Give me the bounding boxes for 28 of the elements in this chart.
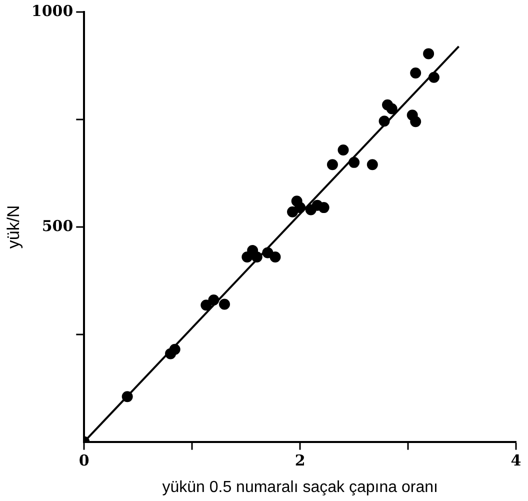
point xyxy=(122,391,133,402)
x-axis-title: yükün 0.5 numaralı saçak çapına oranı xyxy=(162,478,438,496)
point xyxy=(219,298,230,310)
point xyxy=(410,68,422,79)
point xyxy=(326,159,338,170)
point xyxy=(386,103,398,114)
point xyxy=(270,251,281,262)
point xyxy=(410,116,422,128)
x-tick-label: 2 xyxy=(294,452,306,470)
point xyxy=(366,159,378,170)
y-tick-label: 500 xyxy=(42,216,74,235)
point xyxy=(338,144,349,156)
point xyxy=(428,72,440,83)
y-axis-title: yük/N xyxy=(4,205,23,249)
x-tick-label: 0 xyxy=(78,452,90,470)
point xyxy=(348,156,360,168)
point xyxy=(378,116,390,127)
point xyxy=(287,206,298,218)
point xyxy=(200,300,212,311)
point xyxy=(423,48,434,60)
x-tick-label: 4 xyxy=(510,452,522,470)
point xyxy=(169,344,180,355)
point xyxy=(262,247,274,258)
y-tick-label: 1000 xyxy=(31,2,74,20)
point xyxy=(294,202,306,214)
point xyxy=(318,202,330,214)
point xyxy=(251,251,262,262)
point xyxy=(208,294,220,306)
